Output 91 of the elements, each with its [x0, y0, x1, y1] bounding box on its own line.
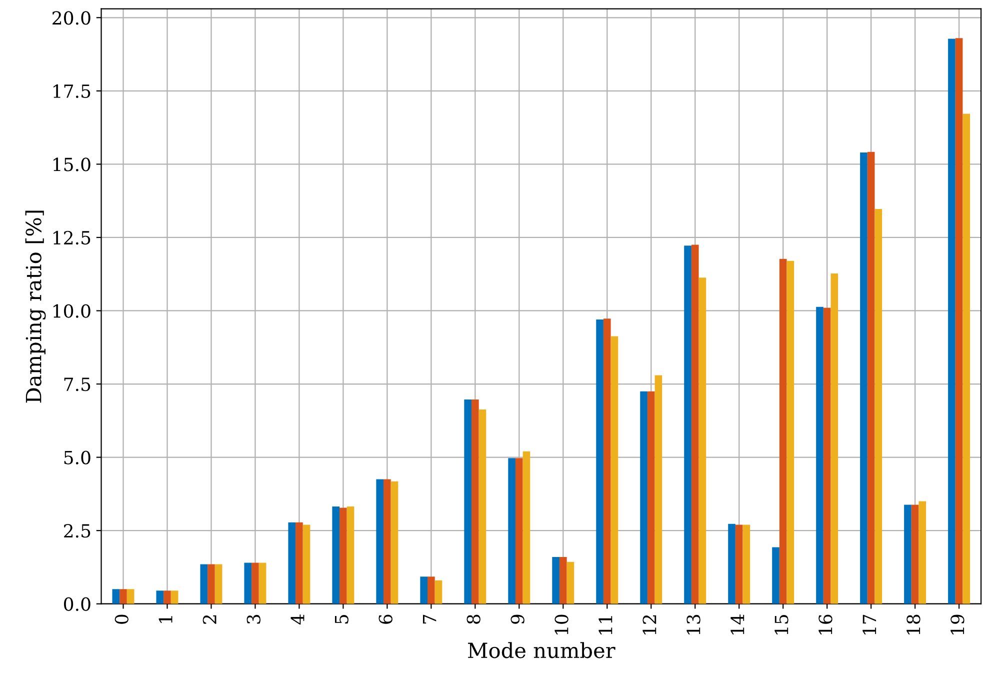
bar: [691, 244, 699, 604]
bar: [647, 391, 655, 604]
bar: [948, 38, 956, 604]
bar: [874, 209, 882, 604]
bar: [742, 524, 750, 604]
x-tick-label: 11: [598, 616, 612, 634]
bar: [515, 458, 523, 604]
y-tick-label: 17.5: [54, 84, 90, 98]
bar: [200, 564, 208, 604]
bar: [258, 562, 266, 604]
bar: [214, 564, 222, 604]
x-axis-title: Mode number: [468, 642, 616, 658]
bar: [120, 589, 127, 604]
y-tick-label: 10.0: [54, 304, 90, 318]
x-tick-label: 0: [114, 614, 128, 624]
x-tick-label: 3: [246, 614, 260, 624]
bar: [244, 562, 252, 604]
bar: [471, 400, 479, 604]
x-tick-label: 5: [335, 614, 348, 624]
bar: [384, 479, 391, 604]
x-tick-label: 19: [950, 614, 964, 634]
x-tick-label: 7: [422, 614, 436, 624]
y-axis-title: Damping ratio [%]: [25, 210, 46, 403]
bar: [904, 504, 912, 604]
bar: [816, 306, 824, 604]
x-tick-label: 1: [158, 616, 172, 623]
bar: [428, 576, 435, 604]
x-tick-label: 9: [510, 614, 524, 624]
bar: [610, 336, 618, 604]
x-tick-label: 14: [730, 614, 744, 634]
bar: [603, 318, 611, 604]
y-tick-label: 15.0: [54, 158, 90, 172]
x-tick-label: 16: [818, 614, 832, 634]
bar: [962, 114, 970, 604]
bar: [911, 504, 919, 604]
bar: [955, 38, 963, 604]
bar: [164, 590, 171, 604]
bar: [522, 451, 530, 604]
bar: [126, 589, 134, 604]
y-tick-label: 0.0: [64, 597, 90, 611]
bar: [390, 481, 398, 604]
y-tick-label: 2.5: [64, 524, 90, 538]
x-tick-label: 8: [466, 614, 480, 624]
bar: [552, 556, 560, 604]
x-tick-label: 6: [378, 614, 392, 624]
bar: [170, 590, 178, 604]
bar: [596, 320, 604, 604]
bar: [918, 501, 926, 604]
y-tick-label: 20.0: [52, 11, 90, 25]
bar: [302, 524, 310, 604]
bar: [112, 589, 120, 604]
bar: [860, 152, 868, 604]
bar: [830, 274, 838, 604]
bar: [252, 562, 259, 604]
bar: [288, 522, 296, 604]
bar: [735, 524, 743, 604]
bar: [823, 308, 831, 604]
bar: [434, 580, 442, 604]
bar: [156, 590, 164, 604]
bar: [420, 576, 428, 604]
bar: [698, 278, 706, 604]
x-tick-label: 13: [686, 614, 700, 634]
x-tick-label: 15: [774, 614, 788, 634]
y-tick-label: 5.0: [64, 450, 90, 464]
y-tick-label: 12.5: [54, 230, 90, 245]
bar: [478, 410, 486, 604]
y-tick-label: 7.5: [64, 378, 90, 392]
bar: [340, 508, 347, 604]
bar: [208, 564, 215, 604]
bar: [464, 400, 472, 604]
bar: [566, 562, 574, 604]
bar: [508, 458, 516, 604]
bar: [684, 246, 692, 604]
bar: [867, 152, 875, 604]
bar: [779, 258, 787, 604]
bar: [640, 391, 648, 604]
x-tick-label: 12: [642, 615, 656, 634]
x-tick-label: 18: [906, 614, 920, 634]
bar: [786, 260, 794, 604]
x-tick-label: 2: [202, 615, 216, 624]
bar: [332, 506, 340, 604]
bar: [728, 524, 736, 604]
bar: [559, 556, 567, 604]
x-tick-label: 4: [290, 614, 304, 624]
bar: [346, 506, 354, 604]
bar: [296, 522, 303, 604]
bar: [772, 547, 780, 604]
bar: [376, 479, 384, 604]
x-tick-label: 10: [554, 614, 568, 634]
x-tick-label: 17: [862, 614, 876, 634]
bar: [654, 375, 662, 604]
